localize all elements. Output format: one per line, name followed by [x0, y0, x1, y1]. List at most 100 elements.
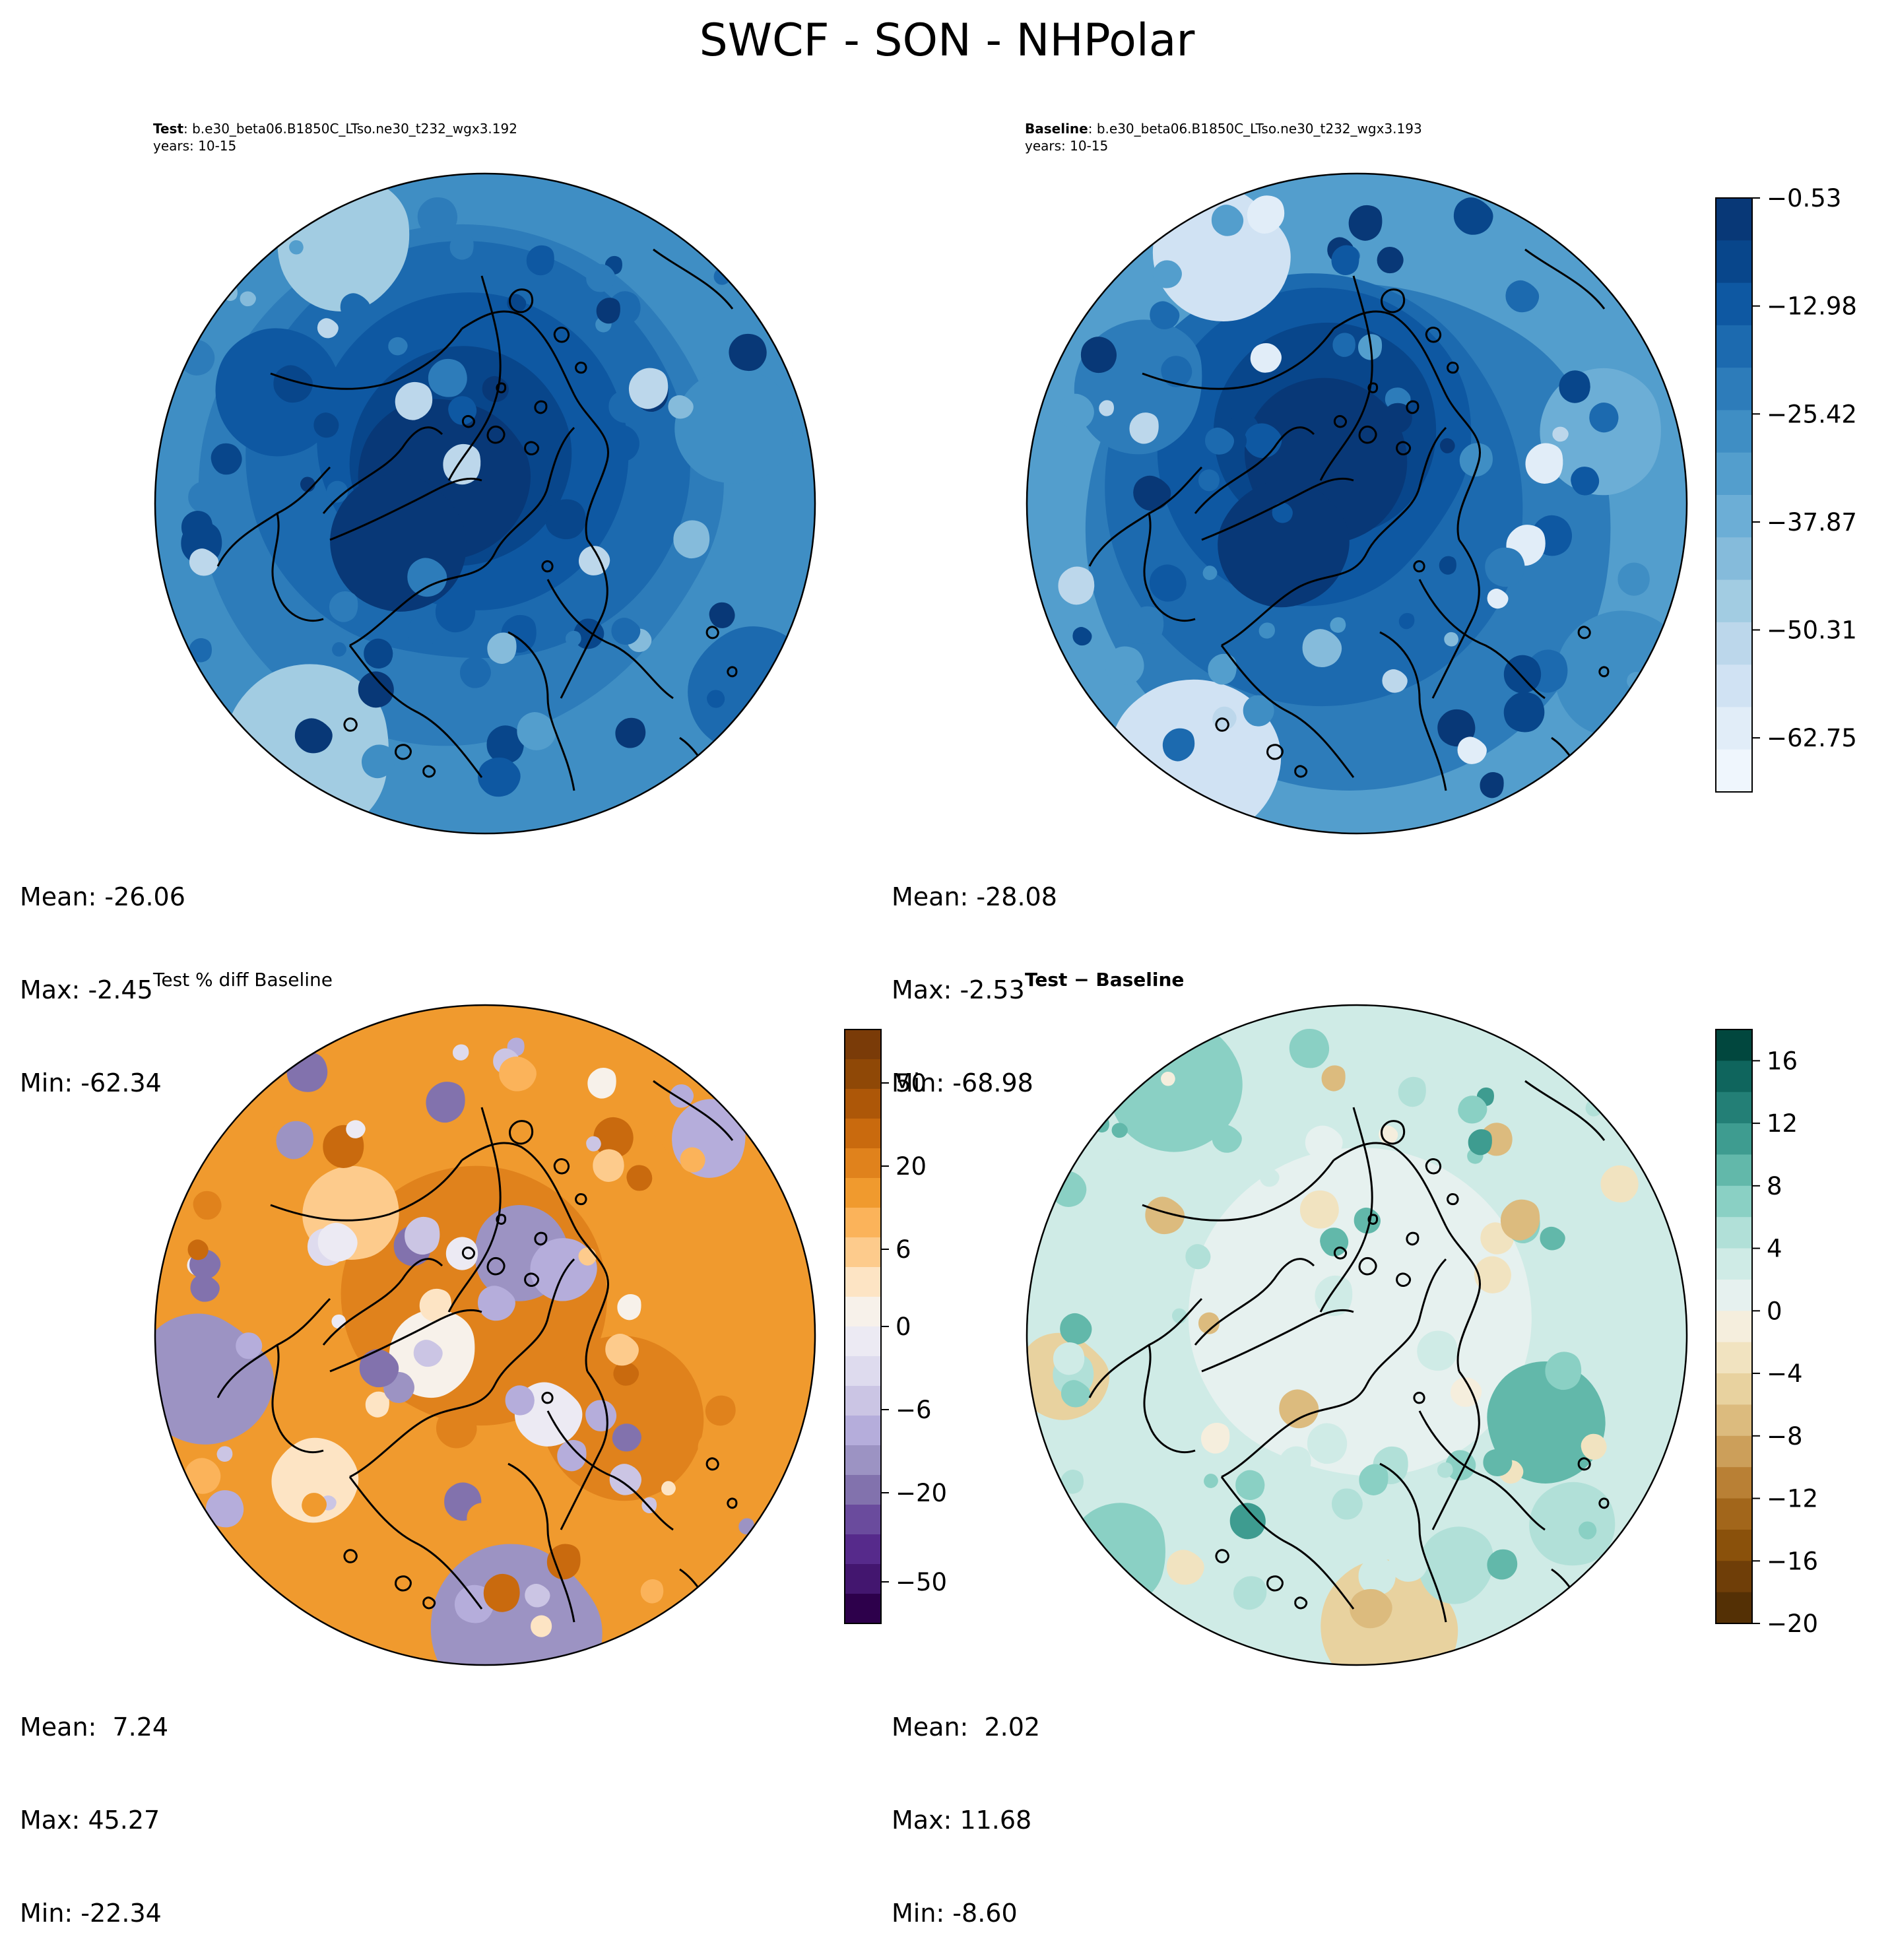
diff-contour-patch	[1417, 1330, 1458, 1371]
diff-contour-patch	[1500, 1199, 1540, 1241]
pctdiff-contour-patch	[617, 1293, 641, 1321]
pctdiff-color-segment	[845, 1148, 881, 1179]
baseline-contour-patch	[1331, 245, 1359, 276]
baseline-stats: Mean: -28.08 Max: -2.53 Min: -68.98	[892, 820, 1057, 1130]
test-stats: Mean: -26.06 Max: -2.45 Min: -62.34	[20, 820, 185, 1130]
pctdiff-contour-patch	[467, 1503, 495, 1533]
test-contour-patch	[729, 333, 767, 372]
baseline-contour-patch	[1072, 626, 1092, 646]
test-island	[705, 626, 719, 639]
test-coastline	[573, 394, 609, 540]
pctdiff-contour-patch	[419, 1288, 452, 1322]
diff-island	[1577, 1457, 1591, 1471]
baseline-coastline	[1431, 539, 1480, 699]
baseline-contour-patch	[1480, 772, 1504, 799]
pctdiff-color-segment	[845, 1059, 881, 1090]
diff-contour-patch	[1145, 1196, 1185, 1235]
pctdiff-contour-patch	[438, 1347, 469, 1378]
diff-island	[1425, 1158, 1442, 1175]
baseline-color-segment	[1716, 537, 1752, 581]
baseline-contour-patch	[1133, 475, 1171, 511]
pctdiff-contour-patch	[276, 1121, 314, 1160]
diff-tick-label: −8	[1767, 1422, 1803, 1451]
pctdiff-max: Max: 45.27	[20, 1806, 160, 1835]
diff-contour-patch	[1350, 1588, 1392, 1629]
pctdiff-color-segment	[845, 1475, 881, 1505]
test-island	[524, 441, 540, 456]
pctdiff-island	[541, 1391, 554, 1404]
diff-contour-patch	[1233, 1576, 1267, 1610]
baseline-coastline	[1445, 394, 1481, 540]
test-contour-patch	[486, 725, 524, 764]
pctdiff-color-segment	[845, 1029, 881, 1060]
baseline-contour-patch	[1198, 469, 1220, 492]
test-contour-patch	[668, 395, 694, 419]
pctdiff-colorbar: 50 20 6 0 −6 −20 −50	[844, 1029, 947, 1624]
pctdiff-tick-label: 50	[896, 1069, 927, 1097]
diff-color-segment	[1716, 1217, 1752, 1249]
pctdiff-color-segment	[845, 1119, 881, 1149]
baseline-contour-patch	[1149, 564, 1187, 602]
pctdiff-contour-patch	[477, 1286, 515, 1321]
baseline-island	[1406, 400, 1420, 414]
diff-contour-patch	[1061, 1469, 1084, 1494]
baseline-contour-patch	[1161, 356, 1192, 387]
test-panel-title: Test: b.e30_beta06.B1850C_LTso.ne30_t232…	[153, 120, 517, 137]
test-coastline	[653, 248, 734, 310]
pctdiff-contour-patch	[641, 1497, 657, 1514]
baseline-contour-patch	[1272, 502, 1293, 523]
baseline-island	[1598, 666, 1610, 678]
pctdiff-color-segment	[845, 1178, 881, 1208]
diff-contour-patch	[1359, 1464, 1388, 1495]
baseline-contour-patch	[1444, 632, 1459, 647]
test-contour-patch	[448, 396, 477, 425]
baseline-color-segment	[1716, 495, 1752, 538]
baseline-color-segment	[1716, 198, 1752, 241]
baseline-contour-patch	[1503, 655, 1542, 694]
diff-contour-patch	[1545, 1352, 1582, 1390]
baseline-contour-patch	[1459, 443, 1493, 477]
baseline-contour-patch	[1348, 205, 1383, 241]
pctdiff-contour-patch	[546, 1544, 581, 1580]
baseline-color-segment	[1716, 325, 1752, 368]
pctdiff-contour-patch	[365, 1391, 389, 1418]
diff-coastline	[1379, 1462, 1447, 1623]
diff-coastline	[1333, 1142, 1447, 1227]
diff-contour-patch	[1468, 1129, 1492, 1156]
test-coastline	[322, 426, 443, 514]
baseline-island	[1358, 425, 1377, 444]
test-island	[343, 717, 358, 732]
pctdiff-coastline	[653, 1080, 734, 1141]
diff-tick-label: −20	[1767, 1610, 1818, 1638]
pctdiff-island	[553, 1158, 570, 1175]
pctdiff-tick-label: 0	[896, 1313, 911, 1341]
pctdiff-contour-patch	[557, 1439, 587, 1472]
pctdiff-map-border	[154, 1004, 816, 1666]
diff-tick-label: 12	[1767, 1109, 1798, 1138]
pctdiff-min: Min: -22.34	[20, 1899, 162, 1928]
diff-island	[1406, 1231, 1420, 1246]
test-contour-region	[674, 368, 793, 484]
test-contour-patch	[332, 642, 346, 657]
test-contour-patch	[340, 293, 370, 321]
baseline-contour-patch	[1589, 402, 1619, 433]
test-contour-patch	[565, 630, 581, 647]
baseline-color-segment	[1716, 240, 1752, 284]
test-coastline	[348, 645, 483, 778]
pctdiff-color-segment	[845, 1564, 881, 1594]
diff-color-segment	[1716, 1342, 1752, 1374]
pctdiff-contour-patch	[593, 1117, 634, 1158]
test-coastline	[270, 328, 463, 390]
test-contour-patch	[611, 617, 641, 645]
test-contour-patch	[487, 632, 517, 664]
pctdiff-contour-patch	[585, 1400, 617, 1431]
test-title-rest: : b.e30_beta06.B1850C_LTso.ne30_t232_wgx…	[183, 121, 517, 137]
diff-tick-label: −12	[1767, 1485, 1818, 1513]
pctdiff-coastline	[494, 1258, 575, 1385]
diff-color-segment	[1716, 1248, 1752, 1280]
diff-coastline	[1221, 1384, 1368, 1478]
baseline-contour-patch	[1058, 566, 1095, 605]
diff-color-segment	[1716, 1404, 1752, 1437]
pctdiff-contour-patch	[609, 1464, 641, 1495]
baseline-contour-patch	[1247, 195, 1285, 234]
